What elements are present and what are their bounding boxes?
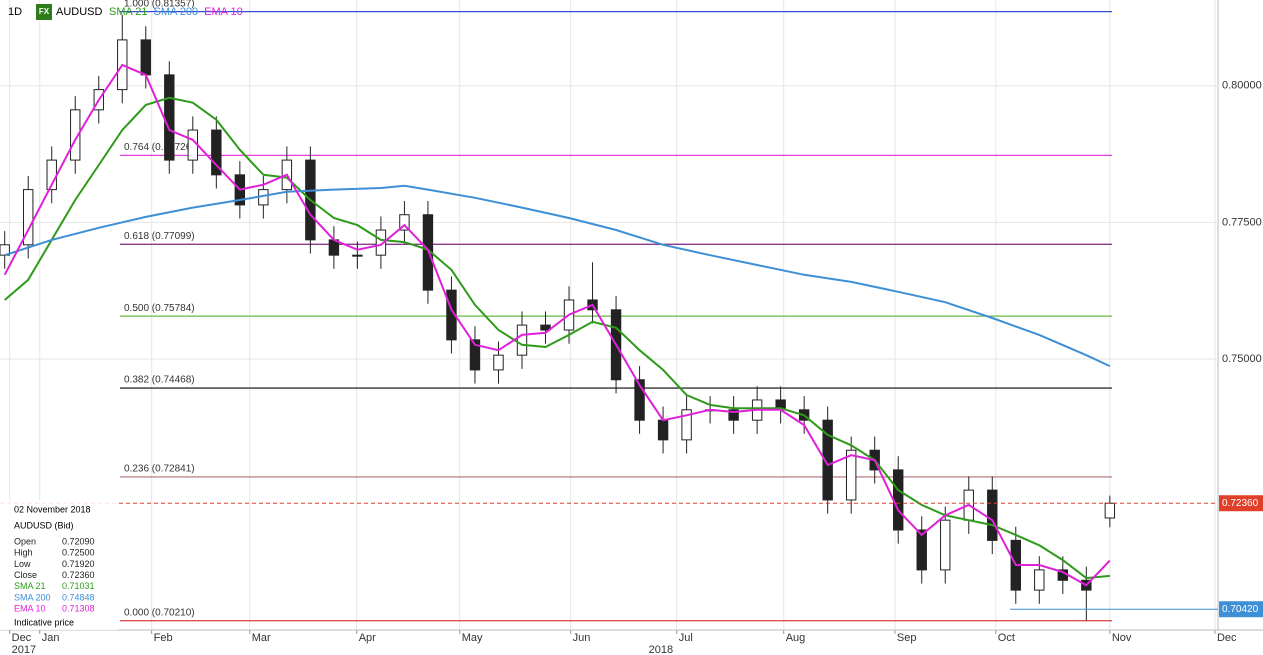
fib-label: 0.382 (0.74468) — [124, 375, 195, 386]
candle-body — [1104, 502, 1116, 519]
fx-badge — [36, 4, 52, 20]
timeframe: 1D — [8, 6, 22, 18]
candle-body — [493, 354, 504, 371]
y-tick-label: 0.77500 — [1222, 216, 1262, 228]
candle-body — [893, 469, 904, 531]
info-value: 0.72360 — [62, 570, 95, 580]
candle-body — [469, 339, 481, 371]
indicator-line — [4, 184, 1111, 368]
x-tick-label: Mar — [252, 632, 271, 644]
price-tag-label: 0.70420 — [1222, 604, 1259, 615]
legend-entry: SMA 200 — [154, 6, 199, 18]
price-tag — [1219, 601, 1263, 618]
info-value: 0.71920 — [62, 559, 95, 569]
x-tick-label: May — [462, 632, 483, 644]
legend-entry: EMA 10 — [204, 6, 243, 18]
x-tick-label: Jul — [679, 632, 693, 644]
candle-body — [164, 74, 175, 161]
info-value: 0.71031 — [62, 581, 95, 591]
candle-body — [140, 39, 151, 76]
legend-entry: SMA 21 — [109, 6, 148, 18]
symbol: AUDUSD — [56, 6, 103, 18]
candle-body — [987, 489, 998, 541]
y-tick-label: 0.75000 — [1222, 353, 1262, 365]
x-tick-label: Apr — [359, 632, 376, 644]
candle-body — [940, 519, 951, 571]
fib-label: 0.618 (0.77099) — [124, 231, 195, 242]
fib-label: 0.236 (0.72841) — [124, 464, 195, 475]
indicator-line — [4, 96, 1110, 580]
x-tick-label: Jun — [573, 632, 591, 644]
x-tick-label: Oct — [998, 632, 1015, 644]
candle-body — [845, 449, 857, 501]
x-tick-label: Nov — [1112, 632, 1132, 644]
x-tick-label: Jan — [42, 632, 60, 644]
x-tick-label: Sep — [897, 632, 917, 644]
fib-label: 0.000 (0.70210) — [124, 607, 195, 618]
price-tag — [1219, 495, 1263, 512]
info-value: 0.74848 — [62, 592, 95, 602]
year-label: 2018 — [649, 644, 673, 655]
x-tick-label: Dec — [1217, 632, 1237, 644]
info-label: Low — [14, 559, 31, 569]
info-label: SMA 200 — [14, 592, 51, 602]
candle-body — [516, 324, 528, 356]
y-tick-label: 0.80000 — [1222, 80, 1262, 92]
x-tick-label: Aug — [786, 632, 806, 644]
candle-body — [187, 129, 199, 161]
candle-body — [822, 419, 833, 501]
candle-body — [540, 324, 551, 331]
candle-body — [211, 129, 222, 176]
info-panel — [0, 500, 118, 630]
candle-body — [70, 109, 81, 161]
candle-body — [375, 229, 387, 256]
candle-body — [916, 529, 927, 571]
candle-body — [23, 189, 34, 246]
x-tick-label: Feb — [154, 632, 173, 644]
fib-label: 1.000 (0.81357) — [124, 0, 195, 9]
info-date: 02 November 2018 — [14, 504, 91, 514]
info-label: SMA 21 — [14, 581, 46, 591]
candle-body — [1034, 569, 1045, 591]
fx-badge-text: FX — [39, 7, 50, 16]
year-label: 2017 — [12, 644, 36, 655]
price-tag-label: 0.72360 — [1222, 498, 1259, 509]
fib-label: 0.500 (0.75784) — [124, 303, 195, 314]
info-label: Close — [14, 570, 37, 580]
x-tick-label: Dec — [12, 632, 32, 644]
candle-body — [399, 214, 410, 231]
info-value: 0.71308 — [62, 604, 95, 614]
info-value: 0.72090 — [62, 536, 95, 546]
indicator-line — [3, 63, 1111, 587]
candle-body — [681, 409, 692, 441]
info-note: Indicative price — [14, 617, 74, 627]
info-label: Open — [14, 536, 36, 546]
info-value: 0.72500 — [62, 548, 95, 558]
candle-body — [657, 419, 669, 441]
candle-body — [728, 409, 739, 421]
candle-body — [634, 379, 645, 421]
info-label: EMA 10 — [14, 604, 46, 614]
fib-label: 0.764 (0.78726) — [124, 142, 195, 153]
candle-body — [352, 254, 363, 257]
info-instrument: AUDUSD (Bid) — [14, 520, 74, 530]
info-label: High — [14, 548, 33, 558]
